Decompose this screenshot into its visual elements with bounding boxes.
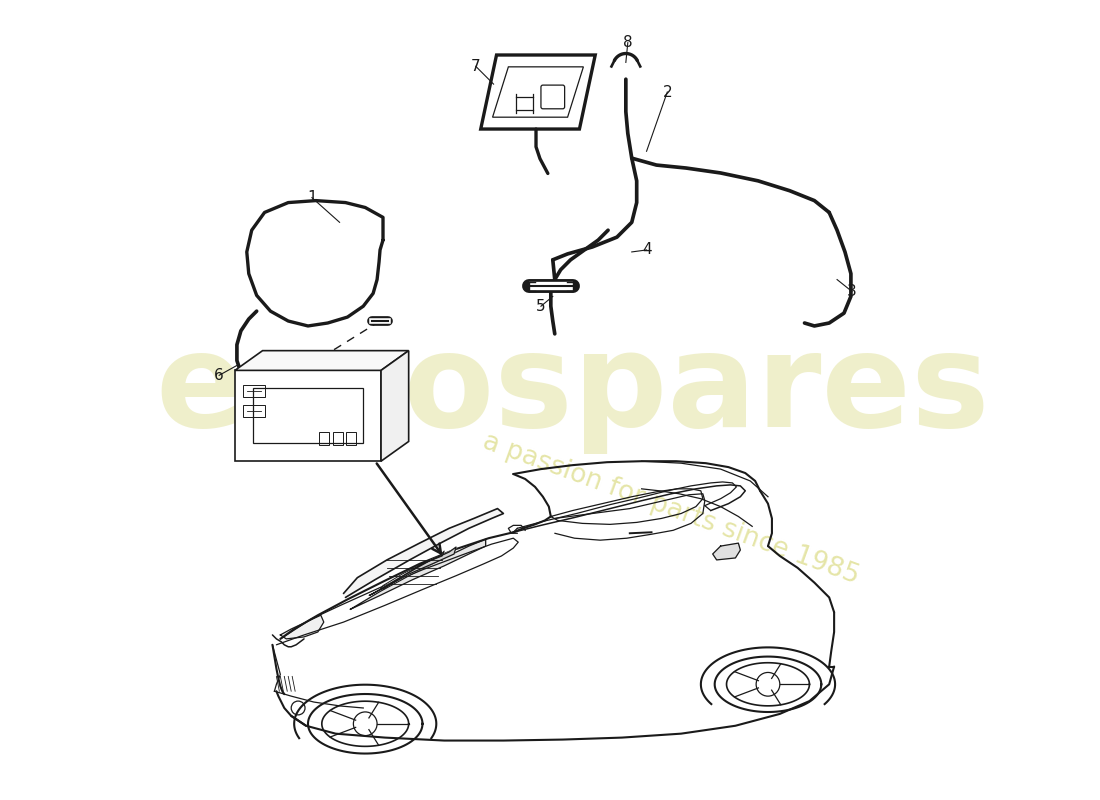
Text: 7: 7 [471,59,481,74]
Text: 3: 3 [847,284,857,299]
Text: 8: 8 [623,35,632,50]
Text: 6: 6 [214,368,224,383]
Text: eurospares: eurospares [155,326,990,454]
Text: a passion for parts since 1985: a passion for parts since 1985 [480,428,864,589]
Bar [243,405,264,417]
Polygon shape [381,350,409,462]
Text: 5: 5 [536,298,546,314]
Text: 4: 4 [641,242,651,258]
Polygon shape [370,547,456,595]
Polygon shape [351,539,486,610]
Polygon shape [343,509,504,598]
Polygon shape [235,350,409,370]
Bar [332,431,342,446]
Text: 1: 1 [307,190,317,205]
Polygon shape [235,370,381,462]
Polygon shape [280,615,323,639]
Bar [243,385,264,397]
Text: 2: 2 [662,85,672,99]
Polygon shape [713,543,740,560]
Bar [346,431,356,446]
Bar [319,431,329,446]
